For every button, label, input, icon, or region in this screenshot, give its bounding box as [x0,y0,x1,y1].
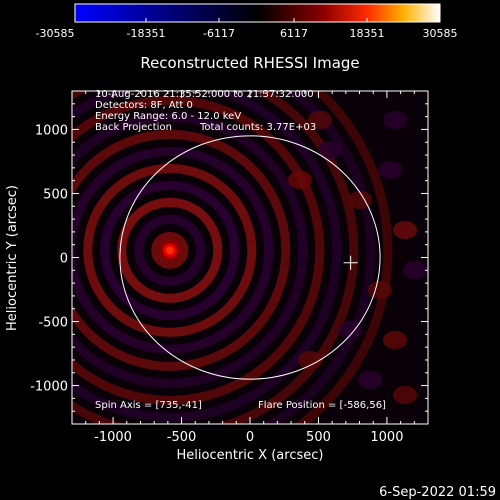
x-axis-label: Heliocentric X (arcsec) [177,448,324,463]
fringe-ring [134,214,206,286]
y-axis-label: Heliocentric Y (arcsec) [5,185,20,331]
fringe-blob [298,351,322,369]
fringe-blob [383,111,407,129]
colorbar-tick-labels: -30585 -18351 -6117 6117 18351 30585 [36,27,458,40]
colorbar-tick-label: -18351 [127,27,166,40]
fringe-blob [393,221,417,239]
fringe-ring [72,95,325,405]
energy-range: Energy Range: 6.0 - 12.0 keV [95,111,241,122]
x-tick-label: 500 [306,430,331,445]
x-tick-label: -500 [167,430,197,445]
colorbar-tick-label: -30585 [36,27,75,40]
x-tick-label: -1000 [94,430,132,445]
fringe-ring [117,197,223,303]
colorbar-tick-label: 30585 [423,27,458,40]
colorbar: -30585 -18351 -6117 6117 18351 30585 [36,3,458,40]
fringe-ring [72,91,376,424]
x-tick-label: 0 [246,430,254,445]
fringe-ring [72,112,308,388]
fringe-ring [100,180,240,320]
y-tick-labels: -1000 -500 0 500 1000 [30,123,68,394]
y-tick-label: -1000 [30,380,68,395]
axis-ticks [72,91,428,424]
fringe-ring [293,91,393,424]
fringe-blob [288,171,312,189]
y-tick-label: -500 [38,316,68,331]
y-tick-label: 0 [60,252,68,267]
solar-limb-circle [119,135,381,380]
chart-title: Reconstructed RHESSI Image [140,54,359,72]
fringe-pattern [72,91,427,424]
spin-axis-note: Spin Axis = [735,-41] [95,400,202,411]
observation-info: 10-Aug-2016 21:35:52.000 to 21:37:32.000… [95,89,316,133]
time-range: 10-Aug-2016 21:35:52.000 to 21:37:32.000 [95,89,314,100]
fringe-ring [72,91,342,422]
fringe-ring [72,146,274,354]
y-tick-label: 500 [43,187,68,202]
fringe-blob [393,386,417,404]
colorbar-tick-label: -6117 [203,27,235,40]
fringe-blob [308,111,332,129]
source-peak [165,246,174,255]
colorbar-tick-label: 6117 [280,27,308,40]
image-area [72,91,428,424]
fringe-blob [338,321,362,339]
fringe-ring [83,163,257,337]
x-tick-labels: -1000 -500 0 500 1000 [94,430,403,445]
x-tick-label: 1000 [370,430,403,445]
fringe-blob [348,191,372,209]
fringe-blob [403,261,427,279]
flare-source [158,239,181,262]
fringe-ring [151,231,189,269]
fringe-ring [72,91,359,424]
algorithm: Back Projection [95,122,172,133]
fringe-blob [318,141,342,159]
colorbar-tick-label: 18351 [350,27,385,40]
fringe-blob [378,161,402,179]
fringe-blob [358,371,382,389]
y-tick-label: 1000 [35,123,68,138]
total-counts: Total counts: 3.77E+03 [199,122,316,133]
detectors: Detectors: 8F, Att 0 [95,100,193,111]
fringe-blob [383,331,407,349]
colorbar-gradient [74,3,441,23]
spin-axis-marker [343,255,358,270]
timestamp: 6-Sep-2022 01:59 [379,485,496,500]
fringe-blob [368,281,392,299]
fringe-ring [72,129,291,371]
flare-position-note: Flare Position = [-586,56] [258,400,386,411]
colorbar-ticks [145,18,441,22]
